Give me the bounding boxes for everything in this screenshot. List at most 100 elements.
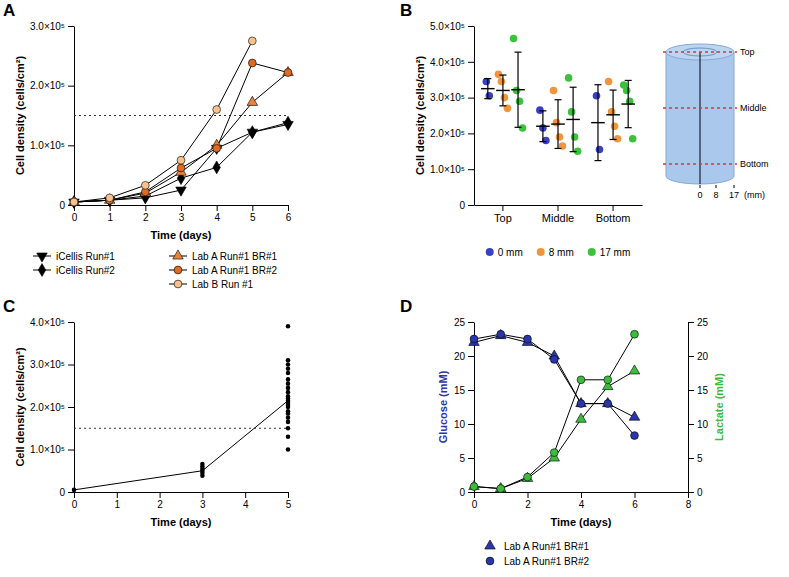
panel: TopMiddleBottom01.0×10⁵2.0×10⁵3.0×10⁵4.0… (400, 1, 769, 258)
tick: 5 (250, 205, 256, 223)
tick-label: 0 (459, 487, 465, 498)
tick-label: 4.0×10⁵ (30, 317, 65, 328)
x-axis: 02468 (472, 492, 692, 510)
tick-mark (688, 390, 694, 391)
legend-marker (173, 250, 184, 259)
marker (69, 196, 80, 205)
tick-label: 25 (454, 317, 466, 328)
tick-label: 2 (157, 499, 163, 510)
tick-mark (688, 424, 694, 425)
error-bar-cap (484, 98, 491, 99)
legend-label: Lab A Run#1 BR#2 (504, 556, 590, 567)
error-bar (484, 79, 491, 99)
tick: 20 (688, 351, 709, 362)
marker (524, 335, 532, 343)
tick: 8 (686, 492, 692, 510)
marker (576, 398, 587, 407)
point (556, 133, 564, 141)
tick-label: 5 (286, 499, 292, 510)
radius-label: 17 (729, 190, 739, 200)
y-axis: 01.0×10⁵2.0×10⁵3.0×10⁵4.0×10⁵ (30, 317, 75, 498)
x-axis: TopMiddleBottom (475, 205, 643, 224)
point (614, 135, 622, 143)
marker (249, 126, 256, 139)
panel-letter: C (3, 297, 15, 316)
tick-label: 5 (250, 212, 256, 223)
tick-label: 3 (200, 499, 206, 510)
tick-label: 2 (525, 499, 531, 510)
tick-mark (468, 492, 474, 493)
marker (286, 362, 291, 367)
legend: Lab A Run#1 BR#1 Lab A Run#1 BR#2 (485, 540, 590, 567)
tick-label: 1.0×10⁵ (430, 164, 465, 175)
marker (286, 358, 291, 363)
legend-item: Lab A Run#1 BR#2 (486, 556, 589, 567)
marker (177, 156, 185, 164)
tick-label: 4 (214, 212, 220, 223)
tick: 2 (143, 205, 149, 223)
marker (286, 409, 291, 414)
tick-mark (688, 322, 694, 323)
tick-label: 1.0×10⁵ (30, 444, 65, 455)
legend-marker (174, 266, 182, 274)
tick: 2.0×10⁵ (30, 80, 74, 91)
tick-mark (635, 492, 636, 498)
error-bar-stem (502, 75, 503, 106)
tick-label: 1 (115, 499, 121, 510)
tick-label: 20 (454, 351, 466, 362)
legend-label: Lab A Run#1 BR#1 (504, 541, 590, 552)
error-bar-cap (515, 52, 522, 53)
marker (286, 394, 291, 399)
tick-label: 15 (454, 385, 466, 396)
tick: 6 (286, 205, 292, 223)
axis-title: Cell density (cells/cm²) (414, 56, 426, 176)
legend-item: Lab A Run#1 BR#1 (169, 250, 278, 262)
legend-label: 0 mm (498, 247, 523, 258)
legend: iCellis Run#1iCellis Run#2Lab A Run#1 BR… (33, 250, 278, 290)
x-axis: 012345 (72, 492, 292, 510)
tick: 15 (454, 385, 474, 396)
marker (72, 488, 77, 493)
series-line (474, 336, 635, 418)
tick-mark (160, 492, 161, 498)
tick-label: Bottom (596, 212, 631, 224)
tick-label: 1 (107, 212, 113, 223)
tick: 5 (688, 453, 703, 464)
error-bar-cap (610, 89, 617, 90)
tick: 15 (688, 385, 709, 396)
level-line (663, 51, 737, 53)
radius-label: 0 (697, 190, 702, 200)
legend-label: Lab A Run#1 BR#1 (192, 251, 278, 262)
plot-area (72, 324, 291, 492)
marker (248, 37, 256, 45)
tick: 1 (107, 205, 113, 223)
radius-tick (734, 185, 735, 188)
panel-letter: D (400, 297, 412, 316)
error-bar-cap (594, 84, 601, 85)
panel-letter: B (400, 1, 412, 20)
axis-line (474, 323, 475, 493)
axis-title: Time (days) (151, 229, 212, 241)
marker (470, 483, 478, 491)
legend-label: Lab A Run#1 BR#2 (192, 265, 278, 276)
tick-mark (217, 205, 218, 211)
error-bar-stem (557, 100, 558, 149)
marker (284, 69, 292, 77)
tick-mark (502, 205, 503, 211)
tick-mark (117, 492, 118, 498)
legend-marker (486, 248, 494, 256)
tick: 0 (459, 200, 474, 211)
tick-label: 1.0×10⁵ (30, 140, 65, 151)
marker (286, 434, 291, 439)
legend-marker (486, 557, 494, 565)
error-bar (625, 80, 632, 127)
legend-marker (174, 280, 182, 288)
level-line (663, 107, 737, 109)
axis-line (74, 323, 75, 493)
legend-item: Lab B Run #1 (169, 279, 254, 290)
tick-label: Middle (542, 212, 574, 224)
legend-marker (485, 540, 496, 549)
series-line (74, 63, 288, 202)
error-bar-cap (539, 110, 546, 111)
tick: 0 (72, 492, 78, 510)
